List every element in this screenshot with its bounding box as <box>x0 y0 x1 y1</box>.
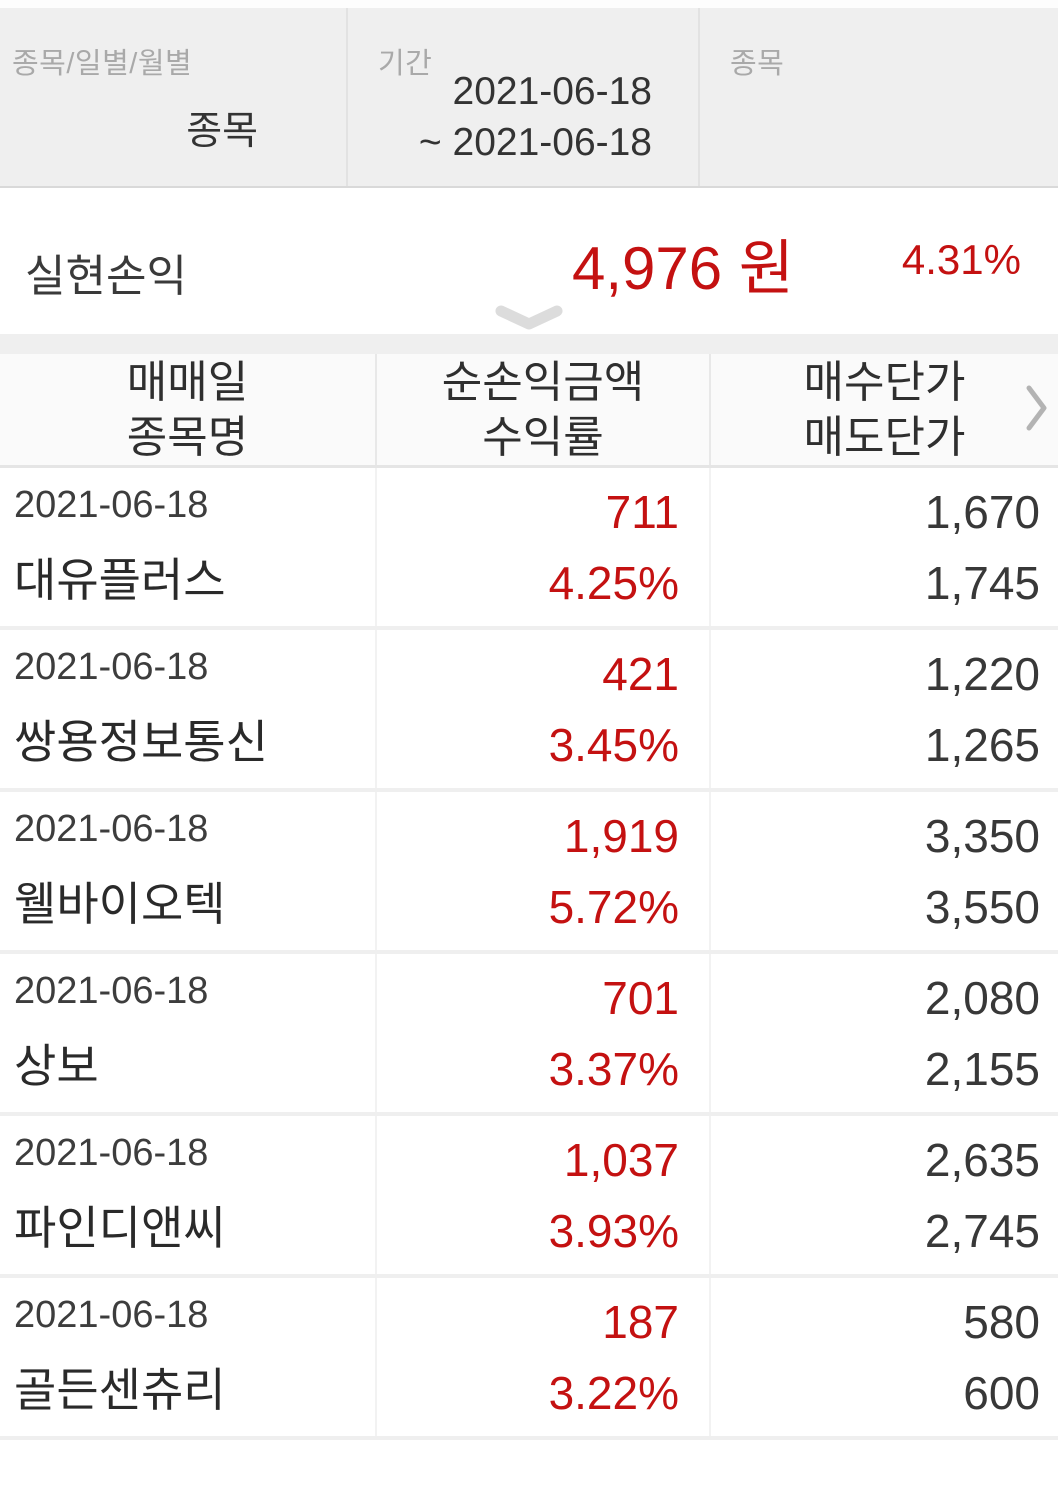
chevron-right-icon <box>1024 385 1050 437</box>
trade-row[interactable]: 2021-06-18 웰바이오텍 1,919 5.72% 3,350 3,550 <box>0 792 1058 954</box>
buy-price-value: 2,080 <box>924 971 1040 1024</box>
trade-date: 2021-06-18 <box>14 1294 209 1336</box>
trade-date-name-cell: 2021-06-18 상보 <box>0 954 375 1112</box>
trade-date-name-cell: 2021-06-18 쌍용정보통신 <box>0 630 375 788</box>
stock-name: 쌍용정보통신 <box>14 716 268 768</box>
column-header-date-name: 매매일 종목명 <box>0 354 375 465</box>
filter-mode-value: 종목 <box>186 110 258 153</box>
return-rate-value: 3.45% <box>548 718 679 771</box>
buy-price-value: 580 <box>963 1295 1040 1348</box>
buy-sell-cell: 2,080 2,155 <box>709 954 1058 1112</box>
column-header-buy-sell: 매수단가 매도단가 <box>709 354 1058 465</box>
return-rate-value: 3.22% <box>548 1366 679 1419</box>
buy-price-value: 1,220 <box>924 647 1040 700</box>
period-date-from: 2021-06-18 <box>452 70 653 113</box>
profit-return-cell: 421 3.45% <box>375 630 709 788</box>
stock-name: 웰바이오텍 <box>14 878 226 930</box>
filter-stock-selector[interactable]: 종목 <box>698 8 1058 186</box>
trade-date: 2021-06-18 <box>14 646 209 688</box>
trade-row[interactable]: 2021-06-18 대유플러스 711 4.25% 1,670 1,745 <box>0 468 1058 630</box>
trade-date: 2021-06-18 <box>14 970 209 1012</box>
realized-profit-percent: 4.31% <box>901 236 1021 283</box>
collapse-summary-button[interactable] <box>493 304 565 334</box>
net-profit-value: 187 <box>602 1295 679 1348</box>
trade-row[interactable]: 2021-06-18 상보 701 3.37% 2,080 2,155 <box>0 954 1058 1116</box>
filter-stock-label: 종목 <box>730 48 785 80</box>
trade-row[interactable]: 2021-06-18 골든센츄리 187 3.22% 580 600 <box>0 1278 1058 1440</box>
buy-sell-cell: 1,220 1,265 <box>709 630 1058 788</box>
net-profit-value: 701 <box>602 971 679 1024</box>
sell-price-value: 1,745 <box>924 556 1040 609</box>
trade-date: 2021-06-18 <box>14 1132 209 1174</box>
trade-list: 2021-06-18 대유플러스 711 4.25% 1,670 1,745 2… <box>0 468 1058 1440</box>
header-sell-price: 매도단가 <box>803 412 966 462</box>
filter-period-label: 기간 <box>378 48 433 80</box>
sell-price-value: 2,155 <box>924 1042 1040 1095</box>
filter-mode-selector[interactable]: 종목/일별/월별 종목 <box>0 8 346 186</box>
header-buy-price: 매수단가 <box>803 357 966 407</box>
filter-period-selector[interactable]: 기간 2021-06-18 ~ 2021-06-18 <box>346 8 698 186</box>
period-date-to: ~ 2021-06-18 <box>418 121 652 164</box>
profit-return-cell: 1,037 3.93% <box>375 1116 709 1274</box>
header-trade-date: 매매일 <box>126 357 249 407</box>
header-return-rate: 수익률 <box>482 412 604 462</box>
return-rate-value: 4.25% <box>548 556 679 609</box>
buy-sell-cell: 580 600 <box>709 1278 1058 1436</box>
header-net-profit: 순손익금액 <box>441 357 645 407</box>
filter-mode-label: 종목/일별/월별 <box>12 48 193 80</box>
buy-price-value: 1,670 <box>924 485 1040 538</box>
profit-return-cell: 701 3.37% <box>375 954 709 1112</box>
trade-row[interactable]: 2021-06-18 쌍용정보통신 421 3.45% 1,220 1,265 <box>0 630 1058 792</box>
realized-profit-summary: 실현손익 4,976 원 4.31% <box>0 188 1058 334</box>
return-rate-value: 3.37% <box>548 1042 679 1095</box>
buy-price-value: 2,635 <box>924 1133 1040 1186</box>
filter-bar: 종목/일별/월별 종목 기간 2021-06-18 ~ 2021-06-18 종… <box>0 8 1058 188</box>
net-profit-value: 421 <box>602 647 679 700</box>
sell-price-value: 3,550 <box>924 880 1040 933</box>
trade-date: 2021-06-18 <box>14 808 209 850</box>
profit-return-cell: 1,919 5.72% <box>375 792 709 950</box>
trade-date-name-cell: 2021-06-18 파인디앤씨 <box>0 1116 375 1274</box>
profit-return-cell: 187 3.22% <box>375 1278 709 1436</box>
sell-price-value: 1,265 <box>924 718 1040 771</box>
top-strip <box>0 0 1058 8</box>
buy-sell-cell: 1,670 1,745 <box>709 468 1058 626</box>
table-header: 매매일 종목명 순손익금액 수익률 매수단가 매도단가 <box>0 354 1058 468</box>
stock-name: 대유플러스 <box>14 554 226 606</box>
buy-sell-cell: 2,635 2,745 <box>709 1116 1058 1274</box>
stock-name: 파인디앤씨 <box>14 1202 226 1254</box>
buy-price-value: 3,350 <box>924 809 1040 862</box>
trade-date-name-cell: 2021-06-18 골든센츄리 <box>0 1278 375 1436</box>
net-profit-value: 711 <box>605 485 679 538</box>
trade-date: 2021-06-18 <box>14 484 209 526</box>
trade-date-name-cell: 2021-06-18 웰바이오텍 <box>0 792 375 950</box>
sell-price-value: 600 <box>963 1366 1040 1419</box>
net-profit-value: 1,037 <box>563 1133 679 1186</box>
chevron-down-icon <box>493 305 565 334</box>
scroll-columns-button[interactable] <box>1020 382 1054 438</box>
stock-name: 상보 <box>14 1040 99 1092</box>
return-rate-value: 3.93% <box>548 1204 679 1257</box>
realized-profit-label: 실현손익 <box>25 252 187 301</box>
profit-return-cell: 711 4.25% <box>375 468 709 626</box>
trade-date-name-cell: 2021-06-18 대유플러스 <box>0 468 375 626</box>
net-profit-value: 1,919 <box>563 809 679 862</box>
return-rate-value: 5.72% <box>548 880 679 933</box>
trade-row[interactable]: 2021-06-18 파인디앤씨 1,037 3.93% 2,635 2,745 <box>0 1116 1058 1278</box>
realized-profit-amount: 4,976 원 <box>571 235 794 302</box>
stock-name: 골든센츄리 <box>14 1364 226 1416</box>
header-stock-name: 종목명 <box>126 412 249 462</box>
sell-price-value: 2,745 <box>924 1204 1040 1257</box>
section-divider <box>0 334 1058 354</box>
buy-sell-cell: 3,350 3,550 <box>709 792 1058 950</box>
column-header-profit-return: 순손익금액 수익률 <box>375 354 709 465</box>
filter-period-value: 2021-06-18 ~ 2021-06-18 <box>419 66 652 168</box>
